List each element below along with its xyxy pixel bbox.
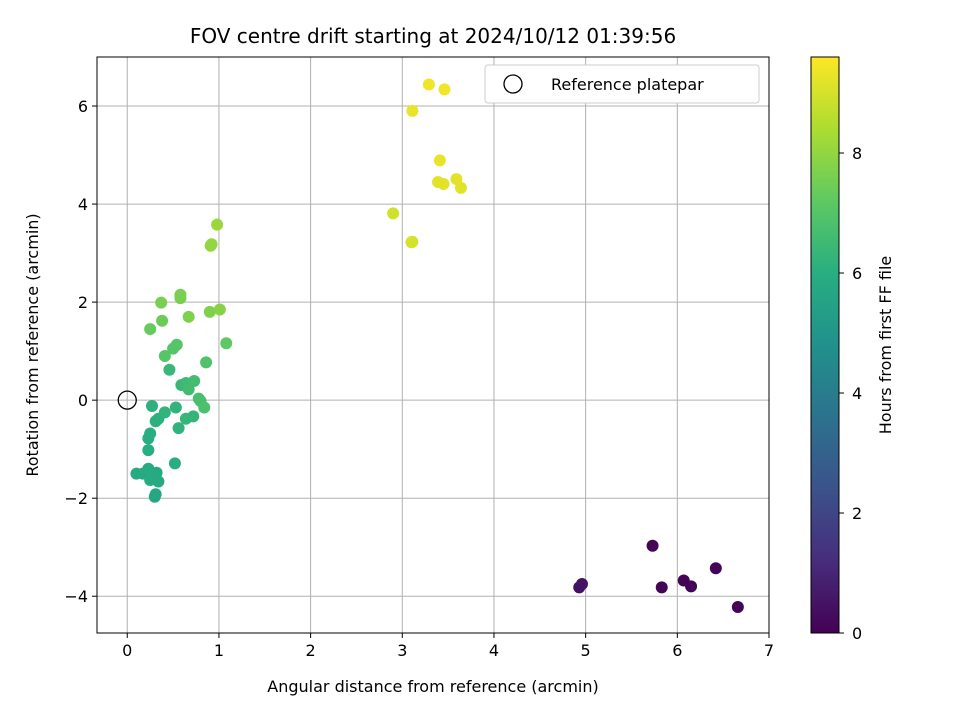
data-point [144,427,157,440]
data-point [406,104,419,117]
data-point [709,562,722,575]
x-tick-label: 2 [306,641,316,660]
legend-marker-icon [503,74,523,94]
y-tick-label: 0 [78,391,88,410]
data-point [213,303,226,316]
data-point [387,207,400,220]
data-point [172,422,185,435]
data-point [422,78,435,91]
data-point [188,375,201,388]
data-point [406,235,419,248]
data-point [152,475,165,488]
legend-box [484,64,760,104]
data-point [142,444,155,457]
data-point [211,218,224,231]
x-axis: 0 1 2 3 4 5 6 7 [122,633,774,660]
y-axis-label: Rotation from reference (arcmin) [23,213,42,476]
data-point [146,400,159,413]
data-point [158,350,171,363]
colorbar-tick-label: 0 [852,624,862,643]
legend-label: Reference platepar [551,75,704,94]
x-tick-label: 5 [581,641,591,660]
data-point [437,177,450,190]
data-point [187,410,200,423]
colorbar-tick-label: 6 [852,264,862,283]
data-point [438,83,451,96]
data-point [433,154,446,167]
y-axis: −4 −2 0 2 4 6 [64,97,97,606]
data-point [205,238,218,251]
data-point [155,296,168,309]
reference-platepar-marker [117,390,137,410]
data-point [144,323,157,336]
data-point [149,488,162,501]
data-point [454,181,467,194]
data-point [170,338,183,351]
y-tick-label: 6 [78,97,88,116]
x-tick-label: 6 [672,641,682,660]
y-tick-label: −4 [64,587,88,606]
data-point [450,173,463,186]
colorbar-tick-label: 2 [852,504,862,523]
plot-frame [96,56,770,634]
data-point [220,337,233,350]
data-point [646,539,659,552]
data-points [130,78,744,614]
data-point [163,363,176,376]
x-tick-label: 7 [764,641,774,660]
data-point [655,581,668,594]
data-point [203,305,216,318]
x-tick-label: 1 [214,641,224,660]
data-point [169,401,182,414]
data-point [200,356,213,369]
y-tick-label: 4 [78,195,88,214]
x-axis-label: Angular distance from reference (arcmin) [267,677,598,696]
x-tick-label: 4 [489,641,499,660]
colorbar-label: Hours from first FF file [876,256,895,435]
data-point [575,577,588,590]
data-point [685,580,698,593]
x-tick-label: 3 [397,641,407,660]
data-point [182,310,195,323]
y-tick-label: 2 [78,293,88,312]
chart-title: FOV centre drift starting at 2024/10/12 … [190,24,676,48]
reference-marker-group [117,390,137,410]
x-tick-label: 0 [122,641,132,660]
data-point [731,601,744,614]
colorbar-tick-label: 4 [852,384,862,403]
data-point [174,288,187,301]
data-point [198,401,211,414]
colorbar-gradient [810,56,840,634]
colorbar-ticks: 0 2 4 6 8 [839,144,862,643]
data-point [156,314,169,327]
colorbar-tick-label: 8 [852,144,862,163]
colorbar: 0 2 4 6 8 Hours from first FF file [810,56,895,643]
y-tick-label: −2 [64,489,88,508]
legend: Reference platepar [484,64,760,104]
data-point [158,406,171,419]
data-point [168,457,181,470]
